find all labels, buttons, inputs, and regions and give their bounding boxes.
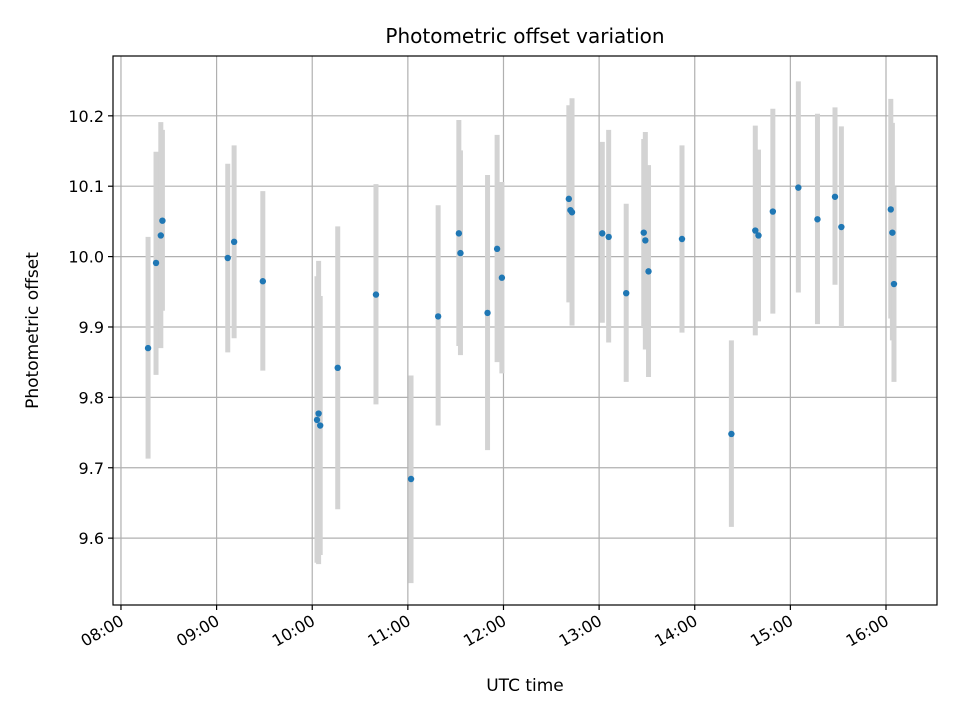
data-point bbox=[259, 278, 267, 285]
data-point bbox=[407, 475, 415, 483]
data-point bbox=[755, 232, 762, 239]
data-point bbox=[493, 245, 501, 253]
data-point bbox=[224, 254, 231, 262]
data-point bbox=[144, 344, 152, 352]
data-point bbox=[457, 249, 464, 257]
x-axis-ticks: 08:00 09:00 10:00 11:00 12:00 13:00 14:00 15:00… bbox=[78, 605, 892, 651]
data-point bbox=[831, 193, 839, 200]
plot-frame bbox=[112, 55, 938, 606]
data-point bbox=[372, 291, 380, 298]
data-point bbox=[605, 233, 612, 241]
x-tick-label: 12:00 bbox=[460, 611, 509, 651]
data-point bbox=[728, 430, 735, 438]
data-point bbox=[498, 274, 506, 281]
data-point bbox=[814, 216, 821, 223]
data-point bbox=[315, 410, 322, 417]
data-point bbox=[455, 230, 463, 237]
data-point bbox=[889, 229, 896, 236]
data-point bbox=[334, 364, 341, 372]
y-tick-label: 10.1 bbox=[68, 177, 104, 196]
y-axis-ticks: 9.6 9.7 9.8 9.9 10.0 10.1 10.2 bbox=[68, 107, 113, 548]
x-axis-label: UTC time bbox=[486, 676, 564, 696]
y-tick-label: 9.9 bbox=[79, 318, 104, 337]
data-point bbox=[316, 422, 324, 429]
data-point bbox=[230, 238, 238, 246]
x-tick-label: 09:00 bbox=[173, 611, 222, 651]
chart-title: Photometric offset variation bbox=[385, 24, 664, 48]
data-point bbox=[645, 268, 652, 275]
y-tick-label: 10.2 bbox=[68, 107, 104, 126]
data-point bbox=[769, 208, 777, 215]
data-point bbox=[599, 230, 606, 237]
y-tick-label: 9.6 bbox=[79, 529, 104, 548]
data-point bbox=[434, 313, 442, 320]
data-point bbox=[678, 235, 686, 243]
data-points bbox=[144, 184, 898, 483]
x-tick-label: 15:00 bbox=[747, 611, 796, 651]
error-bars bbox=[145, 81, 897, 584]
data-point bbox=[152, 259, 160, 267]
data-point bbox=[623, 289, 630, 297]
x-tick-label: 10:00 bbox=[269, 611, 318, 651]
data-point bbox=[838, 223, 845, 231]
data-point bbox=[313, 416, 321, 424]
x-tick-label: 16:00 bbox=[843, 611, 892, 651]
x-tick-label: 14:00 bbox=[651, 611, 700, 651]
data-point bbox=[795, 184, 802, 191]
data-point bbox=[484, 309, 491, 317]
y-axis-label: Photometric offset bbox=[23, 252, 43, 409]
data-point bbox=[752, 227, 759, 234]
x-tick-label: 11:00 bbox=[364, 611, 413, 651]
x-tick-label: 13:00 bbox=[556, 611, 605, 651]
y-tick-label: 10.0 bbox=[68, 248, 104, 267]
data-point bbox=[565, 195, 573, 203]
y-tick-label: 9.8 bbox=[79, 388, 104, 407]
data-point bbox=[642, 237, 649, 244]
x-tick-label: 08:00 bbox=[78, 611, 127, 651]
data-point bbox=[890, 280, 898, 288]
y-tick-label: 9.7 bbox=[79, 459, 104, 478]
data-point bbox=[159, 217, 166, 224]
data-point bbox=[157, 232, 165, 239]
data-point bbox=[568, 209, 576, 216]
data-point bbox=[887, 206, 894, 213]
data-point bbox=[640, 229, 647, 236]
